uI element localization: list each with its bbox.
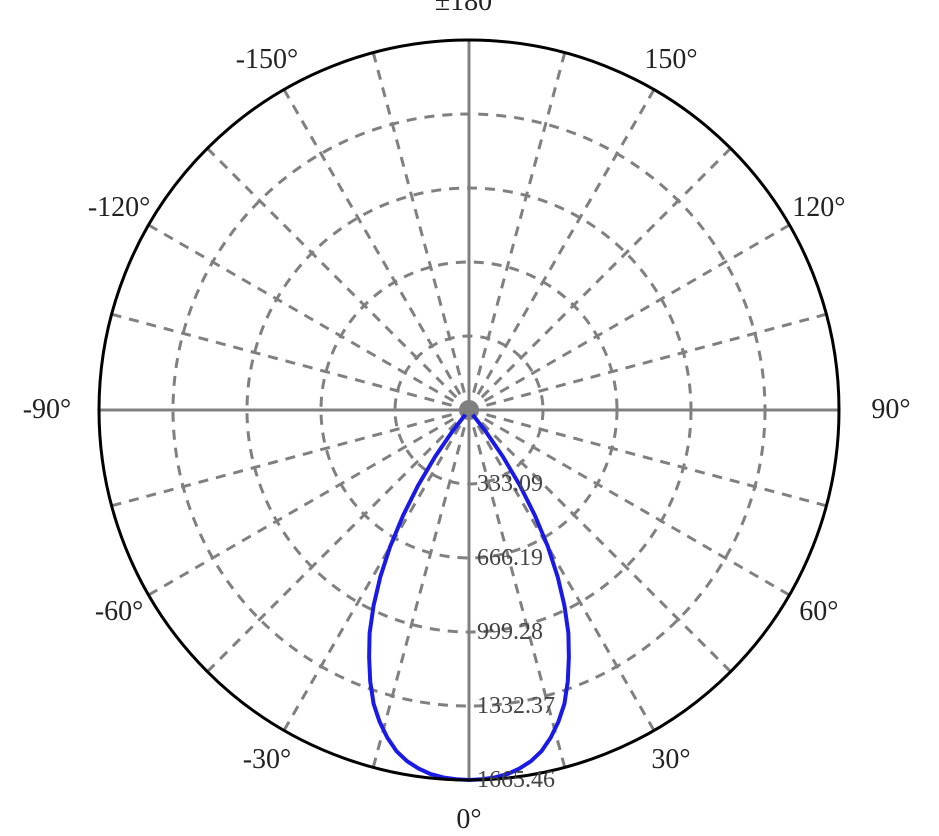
radial-tick-label: 999.28: [477, 619, 543, 646]
radial-tick-label: 333.09: [477, 471, 543, 498]
angle-label: 60°: [799, 596, 838, 628]
angle-label: -150°: [236, 44, 299, 76]
radial-tick-label: 1665.46: [477, 767, 555, 794]
angle-label: -30°: [243, 744, 292, 776]
angle-label: 150°: [644, 44, 697, 76]
angle-label: -90°: [23, 394, 72, 426]
angle-label: 120°: [792, 192, 845, 224]
angle-label: 90°: [871, 394, 910, 426]
angle-label: 0°: [456, 804, 481, 836]
radial-tick-label: 1332.37: [477, 693, 555, 720]
angle-label: ±180°: [435, 0, 504, 18]
angle-label: -60°: [95, 596, 144, 628]
polar-chart: 0°30°60°90°120°150°±180°-150°-120°-90°-6…: [0, 0, 939, 823]
radial-tick-label: 666.19: [477, 545, 543, 572]
angle-label: 30°: [651, 744, 690, 776]
angle-label: -120°: [88, 192, 151, 224]
polar-svg: [0, 0, 939, 823]
